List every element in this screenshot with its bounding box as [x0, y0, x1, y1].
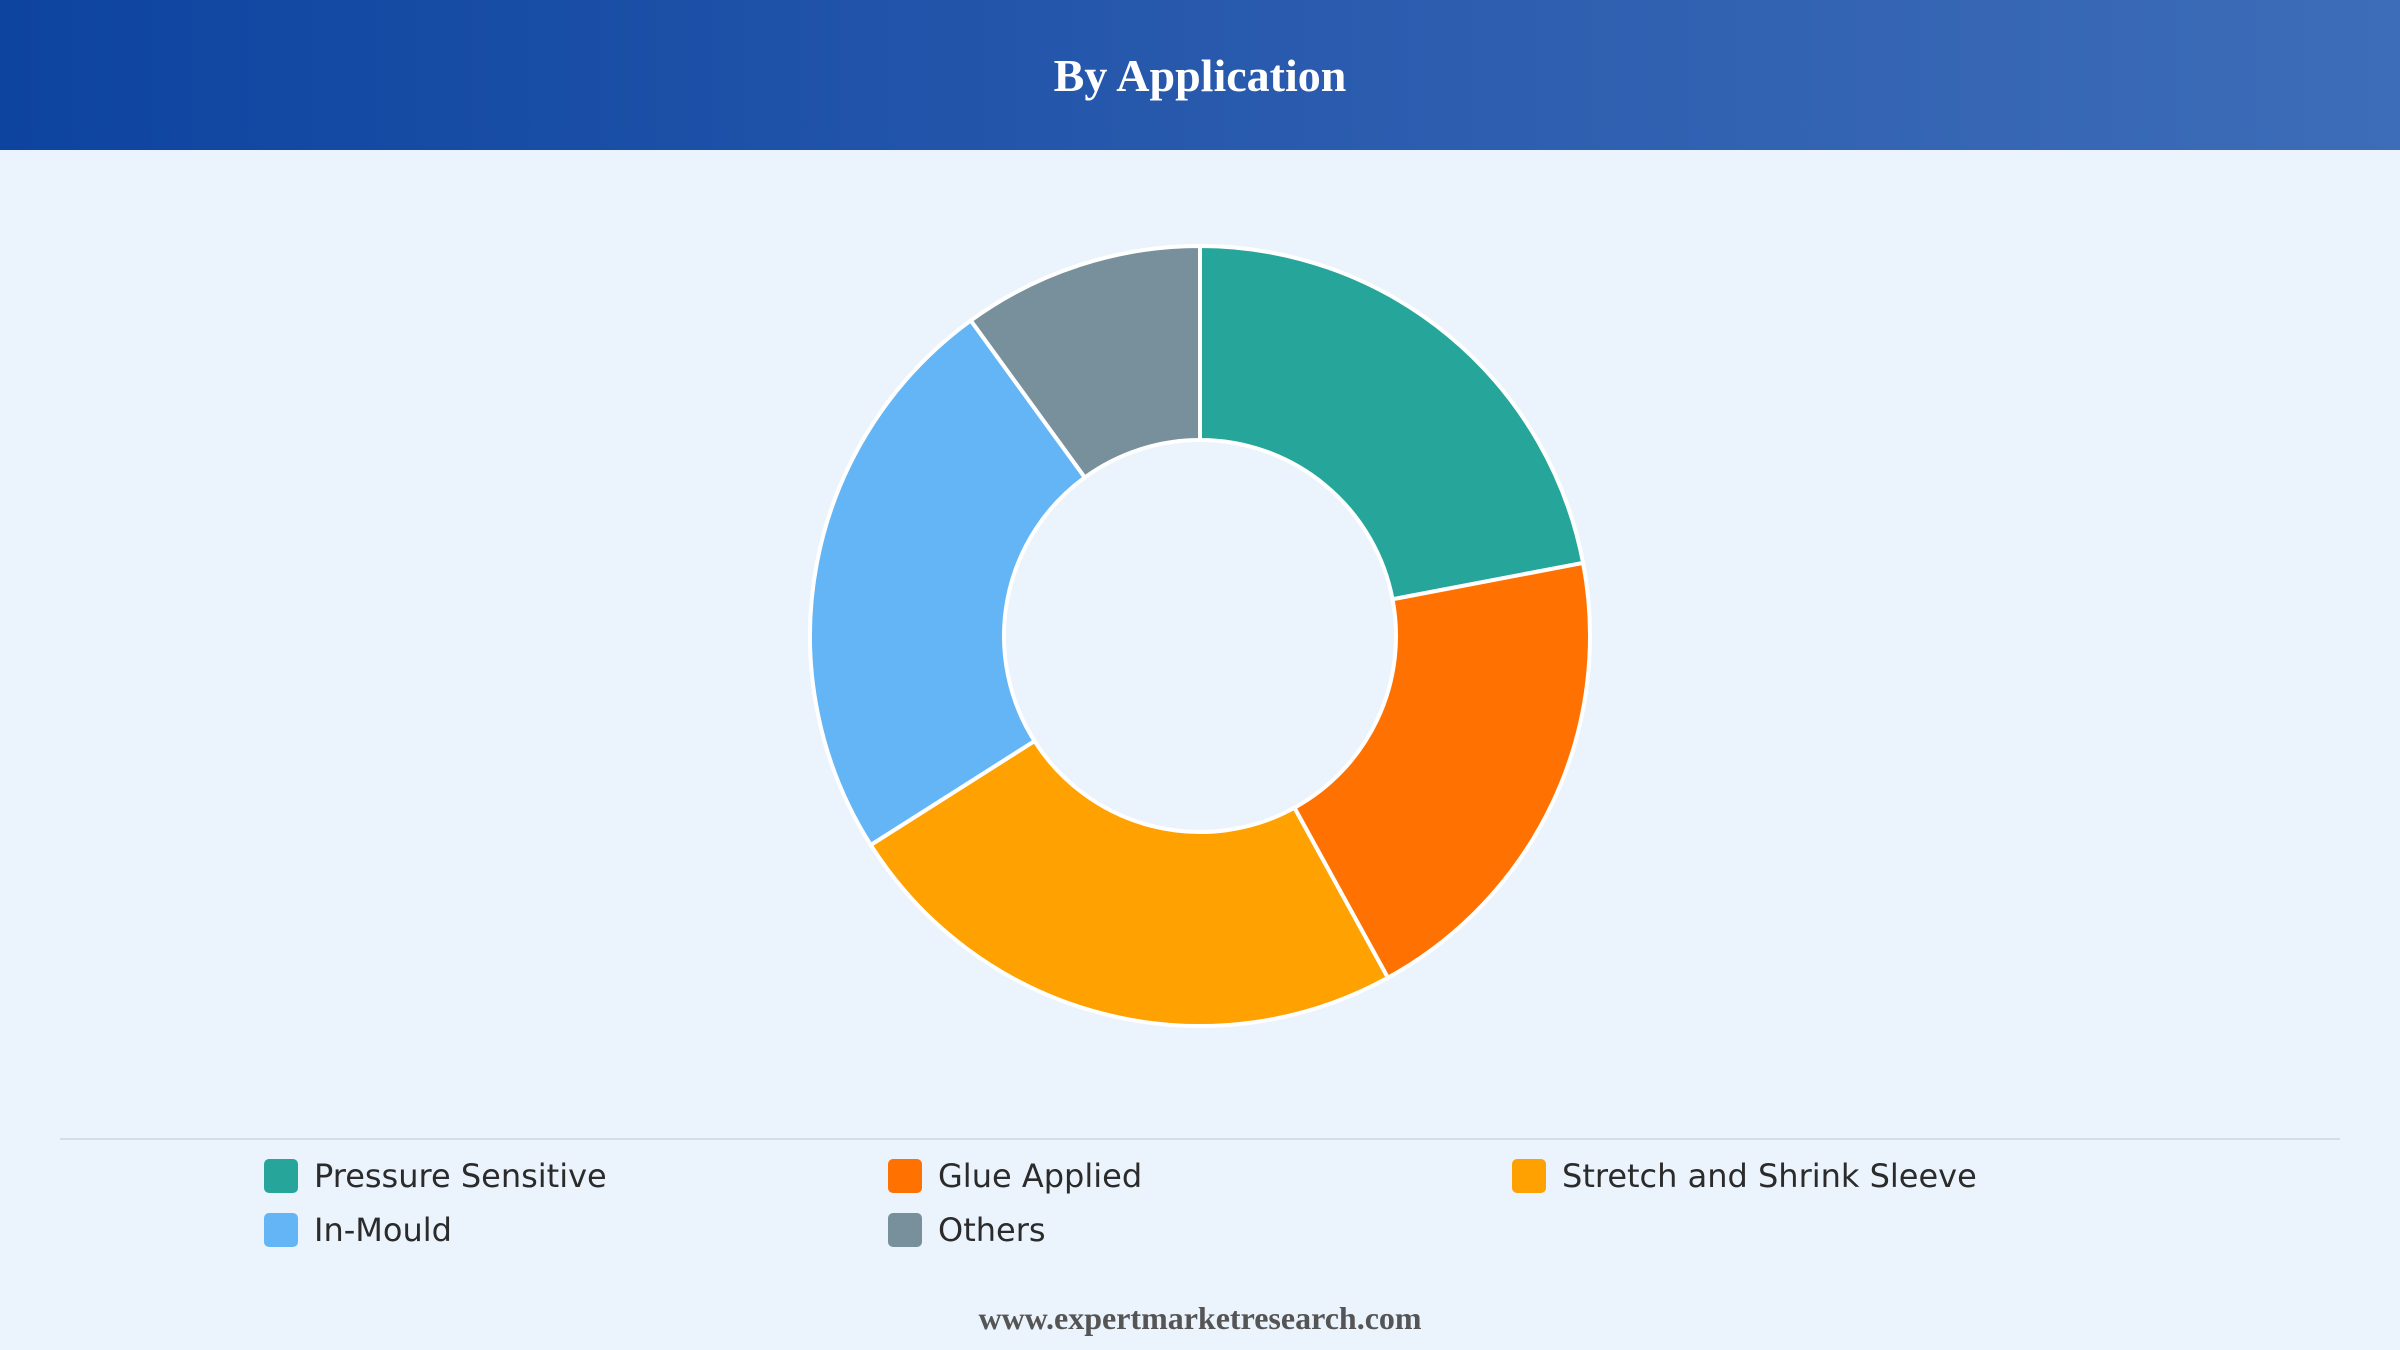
chart-title: By Application	[1053, 49, 1347, 101]
legend-swatch	[1512, 1159, 1546, 1193]
legend-swatch	[264, 1213, 298, 1247]
legend-label: In-Mould	[314, 1211, 452, 1249]
legend-label: Stretch and Shrink Sleeve	[1562, 1157, 1977, 1195]
legend-label: Others	[938, 1211, 1046, 1249]
legend-swatch	[888, 1213, 922, 1247]
legend-label: Glue Applied	[938, 1157, 1143, 1195]
slice-glue-applied[interactable]	[1291, 560, 1592, 981]
legend-swatch	[888, 1159, 922, 1193]
header-bar: By Application	[0, 0, 2400, 150]
legend-label: Pressure Sensitive	[314, 1157, 607, 1195]
legend-item-others[interactable]: Others	[888, 1210, 1046, 1250]
legend-item-glue-applied[interactable]: Glue Applied	[888, 1156, 1142, 1196]
legend-item-stretch-and-shrink-sleeve[interactable]: Stretch and Shrink Sleeve	[1512, 1156, 1977, 1196]
slice-pressure-sensitive[interactable]	[1198, 243, 1586, 602]
legend-item-in-mould[interactable]: In-Mould	[264, 1210, 452, 1250]
source-url: www.expertmarketresearch.com	[978, 1300, 1422, 1336]
slice-others[interactable]	[967, 243, 1202, 481]
slice-stretch-and-shrink-sleeve[interactable]	[867, 738, 1391, 1028]
legend-divider	[60, 1138, 2340, 1140]
chart-area	[0, 150, 2400, 1130]
slice-in-mould[interactable]	[808, 317, 1088, 848]
legend-item-pressure-sensitive[interactable]: Pressure Sensitive	[264, 1156, 607, 1196]
legend-swatch	[264, 1159, 298, 1193]
donut-chart	[808, 243, 1592, 1028]
